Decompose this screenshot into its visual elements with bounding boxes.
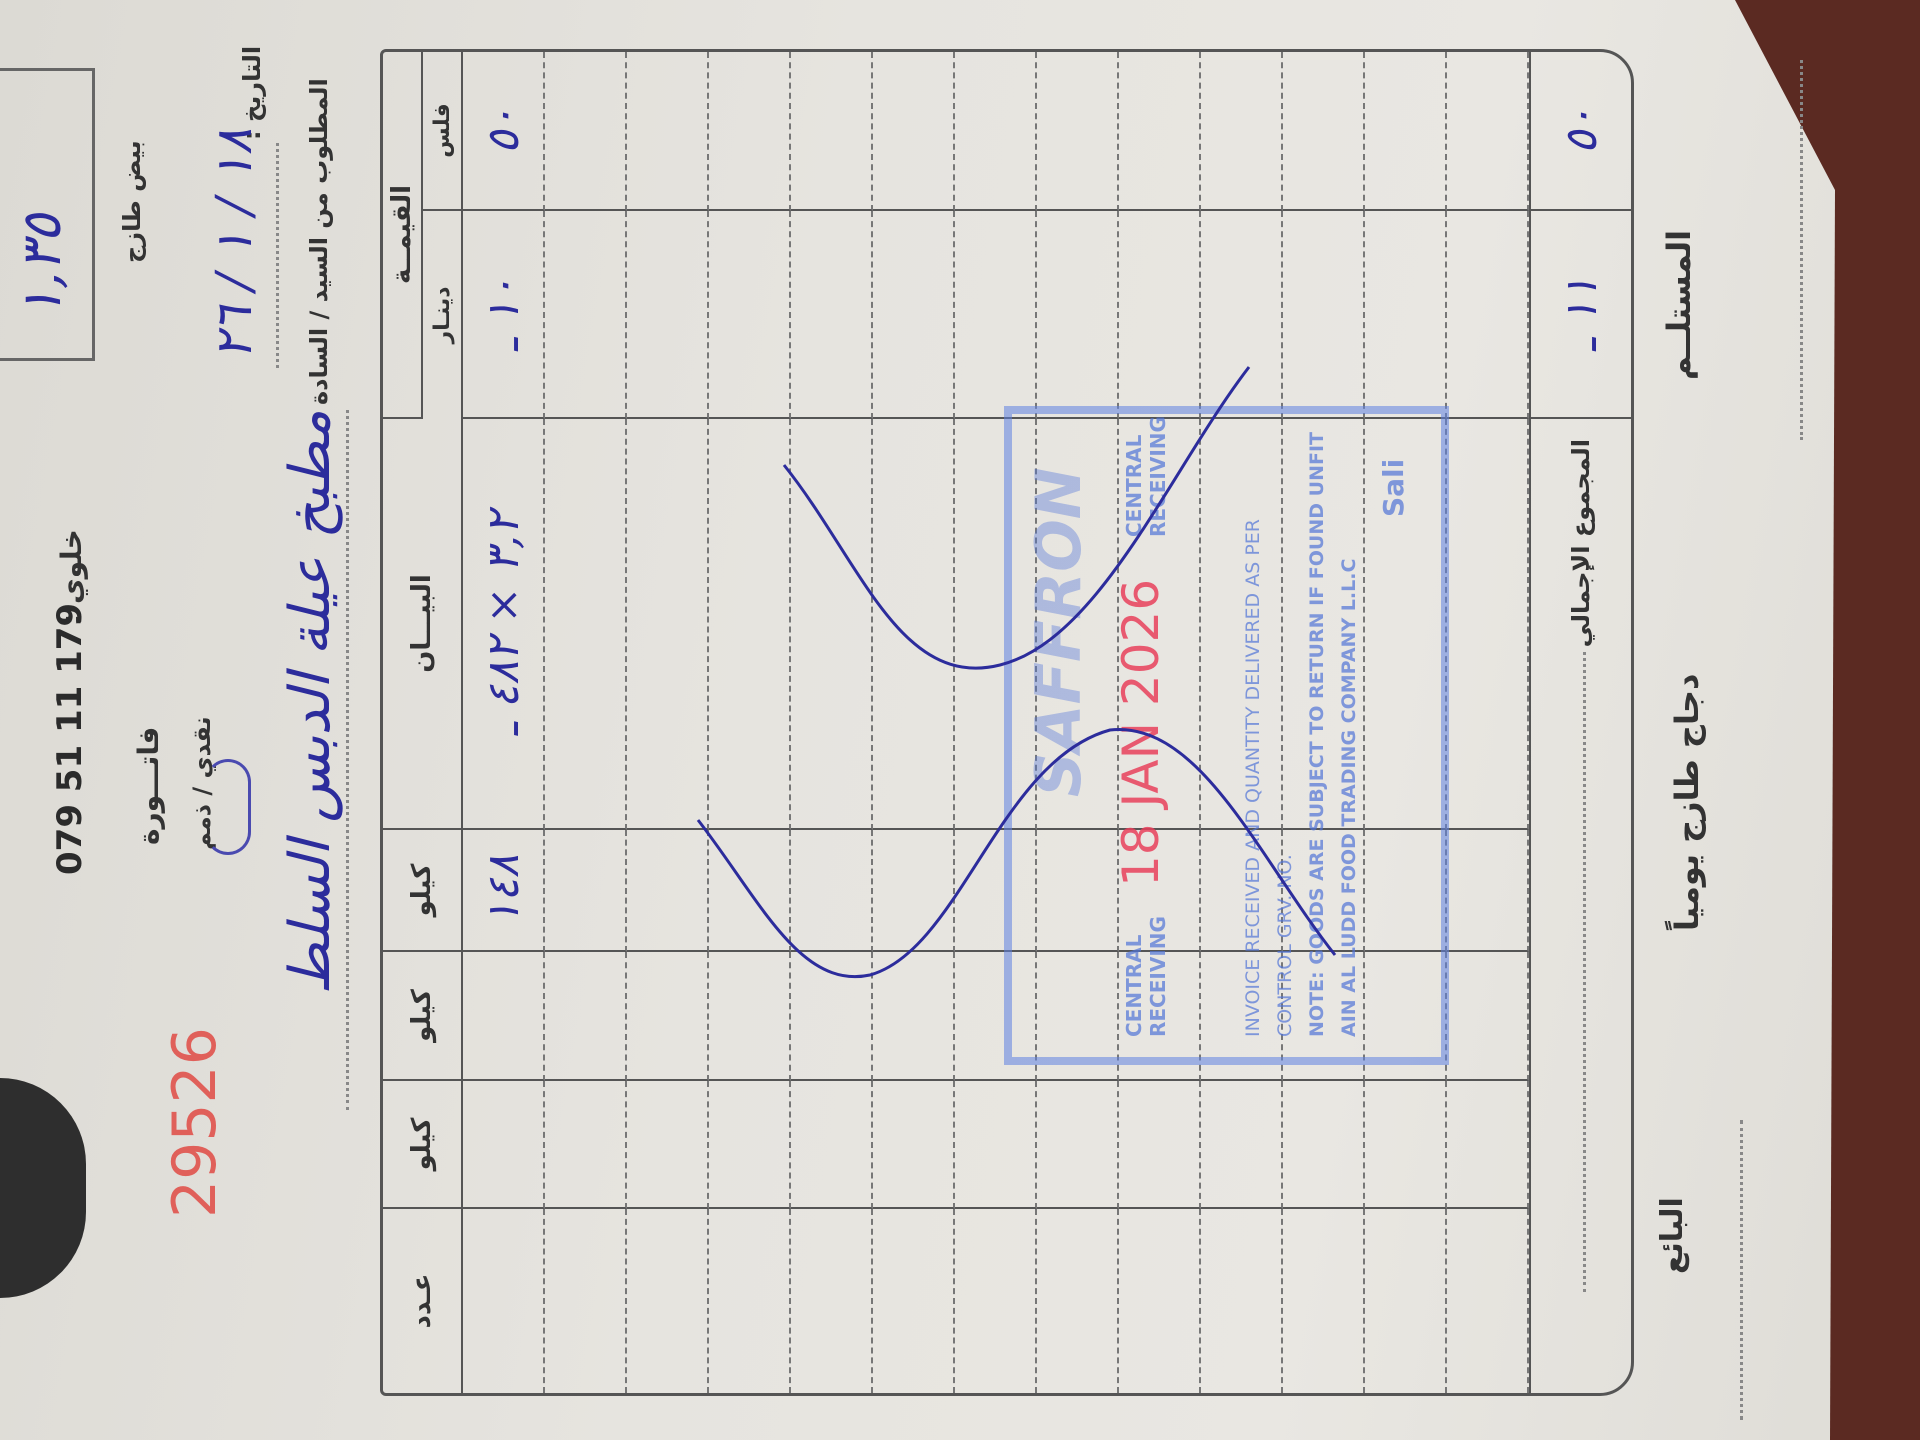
cancel-stroke <box>782 366 1251 670</box>
cancel-stroke <box>696 728 1337 979</box>
